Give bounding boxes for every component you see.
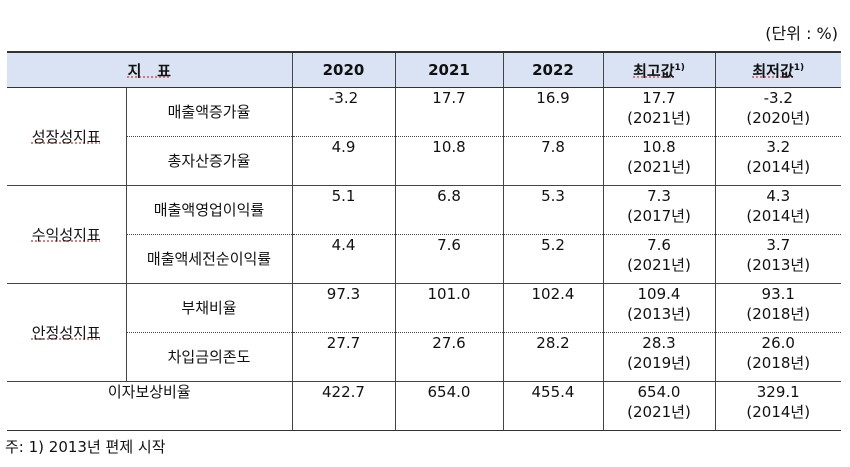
group-label: 안정성지표 — [7, 283, 126, 382]
max-year: (2019년) — [627, 354, 691, 372]
max-year: (2021년) — [627, 109, 691, 127]
min-year: (2014년) — [746, 158, 811, 176]
indicator-label: 매출액증가율 — [125, 87, 292, 137]
value-2020: 5.1 — [291, 185, 395, 235]
value-2021: 10.8 — [394, 136, 503, 186]
header-2022: 2022 — [502, 51, 603, 88]
min-cell: -3.2 (2020년) — [714, 87, 841, 137]
min-value: 3.7 — [766, 236, 791, 254]
indicator-label: 부채비율 — [125, 283, 292, 333]
max-year: (2021년) — [627, 403, 691, 421]
min-year: (2014년) — [746, 403, 811, 421]
max-value: 7.3 — [647, 187, 671, 205]
table-row: 차입금의존도 27.7 27.6 28.2 28.3 (2019년) 26.0 (20… — [7, 332, 841, 382]
min-value: 329.1 — [756, 383, 800, 401]
table-row: 총자산증가율 4.9 10.8 7.8 10.8 (2021년) 3.2 (2014년… — [7, 136, 841, 186]
min-value: 26.0 — [761, 334, 795, 352]
value-2022: 16.9 — [502, 87, 603, 137]
max-year: (2017년) — [627, 207, 691, 225]
indicator-label: 차입금의존도 — [125, 332, 292, 382]
value-2021: 27.6 — [394, 332, 503, 382]
indicator-label: 총자산증가율 — [125, 136, 292, 186]
min-year: (2014년) — [746, 207, 811, 225]
min-year: (2018년) — [746, 305, 811, 323]
max-cell: 10.8 (2021년) — [602, 136, 715, 186]
min-cell: 329.1 (2014년) — [714, 381, 841, 431]
min-value: 93.1 — [761, 285, 795, 303]
indicator-label: 매출액세전순이익률 — [125, 234, 292, 284]
max-cell: 7.3 (2017년) — [602, 185, 715, 235]
min-year: (2018년) — [746, 354, 811, 372]
group-label: 수익성지표 — [7, 185, 126, 284]
table-row: 안정성지표 부채비율 97.3 101.0 102.4 109.4 (2013년) 9… — [7, 283, 841, 382]
max-cell: 17.7 (2021년) — [602, 87, 715, 137]
value-2022: 455.4 — [502, 381, 603, 431]
max-value: 10.8 — [642, 138, 676, 156]
max-value: 17.7 — [642, 89, 676, 107]
value-2022: 5.2 — [502, 234, 603, 284]
value-2021: 17.7 — [394, 87, 503, 137]
indicator-label: 이자보상비율 — [7, 381, 292, 431]
min-cell: 3.7 (2013년) — [714, 234, 841, 284]
max-year: (2013년) — [627, 305, 691, 323]
value-2020: 4.9 — [291, 136, 395, 186]
table-row: 수익성지표 매출액영업이익률 5.1 6.8 5.3 7.3 (2017년) 4.3 (… — [7, 185, 841, 284]
table-row: 성장성지표 매출액증가율 -3.2 17.7 16.9 17.7 (2021년) -3… — [7, 87, 841, 186]
min-value: -3.2 — [763, 89, 793, 107]
min-cell: 26.0 (2018년) — [714, 332, 841, 382]
min-cell: 4.3 (2014년) — [714, 185, 841, 235]
header-min: 최저값1) — [714, 51, 841, 88]
header-row: 지 표 2020 2021 2022 최고값1) 최저값1) — [7, 51, 841, 88]
min-cell: 3.2 (2014년) — [714, 136, 841, 186]
max-value: 654.0 — [637, 383, 681, 401]
max-value: 7.6 — [647, 236, 671, 254]
header-2021: 2021 — [394, 51, 503, 88]
value-2021: 101.0 — [394, 283, 503, 333]
indicator-label: 매출액영업이익률 — [125, 185, 292, 235]
value-2022: 5.3 — [502, 185, 603, 235]
group-label: 성장성지표 — [7, 87, 126, 186]
value-2020: 97.3 — [291, 283, 395, 333]
value-2020: 422.7 — [291, 381, 395, 431]
max-value: 28.3 — [642, 334, 676, 352]
min-year: (2020년) — [746, 109, 811, 127]
min-value: 3.2 — [766, 138, 791, 156]
value-2022: 7.8 — [502, 136, 603, 186]
table-row: 매출액세전순이익률 4.4 7.6 5.2 7.6 (2021년) 3.7 (2013… — [7, 234, 841, 284]
max-year: (2021년) — [627, 256, 691, 274]
max-cell: 28.3 (2019년) — [602, 332, 715, 382]
value-2022: 28.2 — [502, 332, 603, 382]
value-2021: 654.0 — [394, 381, 503, 431]
max-cell: 654.0 (2021년) — [602, 381, 715, 431]
min-year: (2013년) — [746, 256, 811, 274]
footnote: 주: 1) 2013년 편제 시작 — [5, 438, 166, 456]
value-2021: 7.6 — [394, 234, 503, 284]
header-2020: 2020 — [291, 51, 395, 88]
table-row: 이자보상비율 422.7 654.0 455.4 654.0 (2021년) 329… — [7, 381, 841, 431]
value-2022: 102.4 — [502, 283, 603, 333]
value-2021: 6.8 — [394, 185, 503, 235]
min-value: 4.3 — [766, 187, 791, 205]
unit-label: (단위 : %) — [765, 24, 838, 43]
header-indicator: 지 표 — [7, 51, 292, 88]
value-2020: 27.7 — [291, 332, 395, 382]
header-max: 최고값1) — [602, 51, 715, 88]
max-year: (2021년) — [627, 158, 691, 176]
max-cell: 7.6 (2021년) — [602, 234, 715, 284]
financial-indicator-table: 지 표 2020 2021 2022 최고값1) 최저값1) 성장성지표 매출액증… — [7, 51, 841, 431]
value-2020: -3.2 — [291, 87, 395, 137]
max-value: 109.4 — [637, 285, 681, 303]
max-cell: 109.4 (2013년) — [602, 283, 715, 333]
min-cell: 93.1 (2018년) — [714, 283, 841, 333]
value-2020: 4.4 — [291, 234, 395, 284]
